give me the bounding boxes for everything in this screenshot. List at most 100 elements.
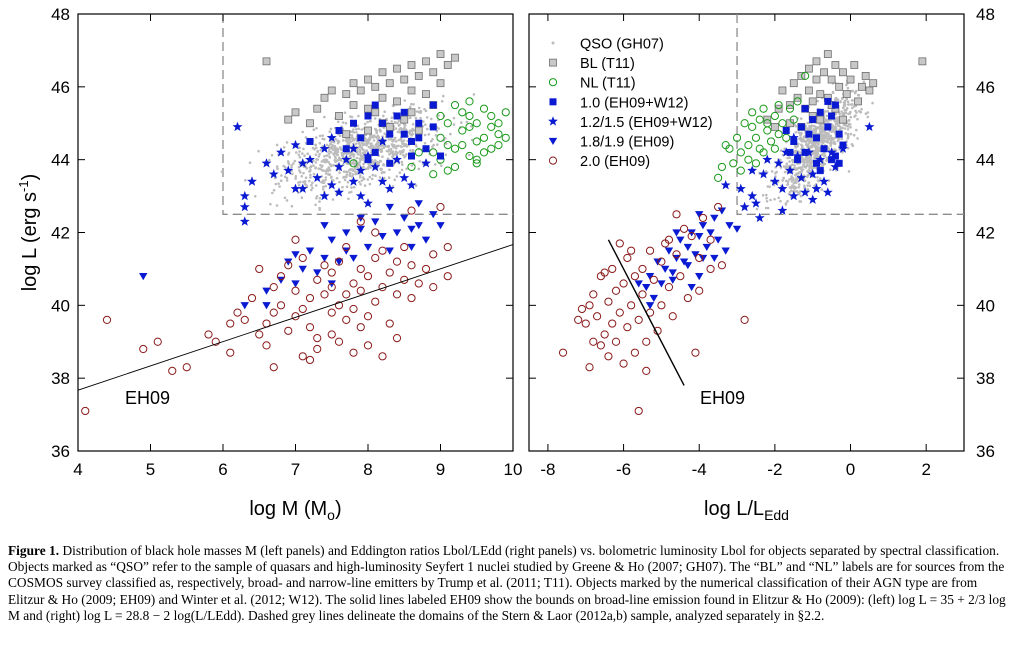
qso-point: [801, 159, 805, 163]
qso-point: [348, 173, 352, 176]
qso-point: [808, 164, 812, 167]
data-point: [385, 122, 394, 131]
qso-point: [815, 149, 819, 153]
qso-point: [825, 156, 829, 160]
data-point: [744, 155, 753, 164]
data-point: [494, 141, 503, 150]
data-point: [812, 134, 820, 142]
qso-point: [314, 143, 317, 147]
data-point: [357, 134, 365, 142]
data-point: [781, 147, 792, 157]
data-point: [793, 97, 802, 106]
data-point: [710, 254, 719, 262]
qso-point: [387, 138, 391, 141]
data-point: [407, 108, 416, 117]
qso-point: [808, 127, 812, 131]
data-point: [865, 86, 874, 95]
qso-point: [304, 176, 308, 179]
qso-point: [396, 151, 399, 155]
qso-point: [286, 160, 290, 163]
qso-point: [826, 109, 830, 113]
qso-point: [819, 125, 823, 129]
data-point: [630, 272, 640, 281]
qso-point: [398, 171, 402, 174]
qso-point: [314, 161, 318, 164]
qso-point: [444, 142, 448, 145]
qso-point: [290, 164, 293, 167]
data-point: [465, 151, 474, 161]
qso-point: [437, 127, 441, 130]
qso-point: [779, 166, 783, 169]
left-x-axis-label: log M (Mo): [249, 498, 341, 523]
qso-point: [320, 160, 324, 163]
qso-point: [360, 141, 364, 145]
qso-point: [328, 162, 332, 166]
data-point: [436, 202, 445, 212]
figure-caption: Figure 1. Distribution of black hole mas…: [8, 543, 1013, 624]
data-point: [604, 352, 613, 361]
qso-point: [351, 173, 355, 176]
qso-point: [315, 146, 318, 150]
data-point: [291, 286, 300, 295]
qso-point: [359, 174, 362, 177]
qso-point: [332, 163, 335, 167]
x-axis-label-close: ): [335, 498, 342, 520]
data-point: [819, 176, 829, 186]
qso-point: [303, 154, 306, 157]
data-point: [805, 86, 813, 95]
data-point: [342, 229, 351, 237]
qso-point: [400, 160, 404, 164]
qso-point: [401, 150, 405, 154]
qso-point: [382, 114, 385, 118]
data-point: [778, 119, 787, 128]
qso-point: [362, 148, 365, 152]
qso-point: [341, 121, 345, 124]
qso-point: [280, 174, 283, 177]
left-eh09-line: [77, 244, 514, 391]
qso-point: [395, 175, 399, 178]
qso-point: [314, 167, 317, 170]
qso-point: [309, 173, 312, 177]
qso-point: [339, 146, 342, 149]
qso-point: [290, 166, 293, 169]
qso-point: [318, 141, 322, 145]
qso-point: [337, 156, 341, 160]
data-point: [774, 100, 783, 110]
qso-point: [417, 167, 421, 171]
qso-point: [336, 120, 340, 124]
qso-point: [315, 195, 319, 198]
data-point: [664, 283, 674, 292]
qso-point: [851, 106, 854, 110]
qso-point: [797, 131, 801, 134]
qso-point: [366, 167, 370, 170]
qso-point: [843, 99, 847, 103]
qso-point: [377, 141, 381, 144]
qso-point: [799, 132, 803, 136]
data-point: [319, 143, 330, 153]
data-point: [327, 268, 336, 277]
qso-point: [779, 158, 782, 162]
data-point: [729, 159, 738, 168]
data-point: [763, 119, 772, 128]
qso-point: [799, 194, 803, 198]
qso-point: [302, 171, 305, 175]
qso-point: [321, 169, 325, 172]
qso-point: [795, 177, 798, 180]
data-point: [770, 122, 779, 131]
qso-point: [329, 127, 333, 131]
qso-point: [298, 146, 301, 150]
qso-point: [395, 140, 398, 143]
qso-point: [365, 149, 369, 152]
data-point: [487, 111, 496, 121]
x-tick-label: 7: [291, 460, 300, 479]
qso-point: [341, 185, 344, 189]
data-point: [239, 201, 250, 212]
qso-point: [794, 179, 797, 183]
qso-point: [826, 140, 830, 144]
data-point: [778, 86, 787, 95]
data-point: [355, 165, 366, 175]
qso-point: [808, 166, 811, 169]
data-point: [269, 308, 278, 317]
data-point: [657, 301, 666, 310]
qso-point: [468, 153, 471, 157]
